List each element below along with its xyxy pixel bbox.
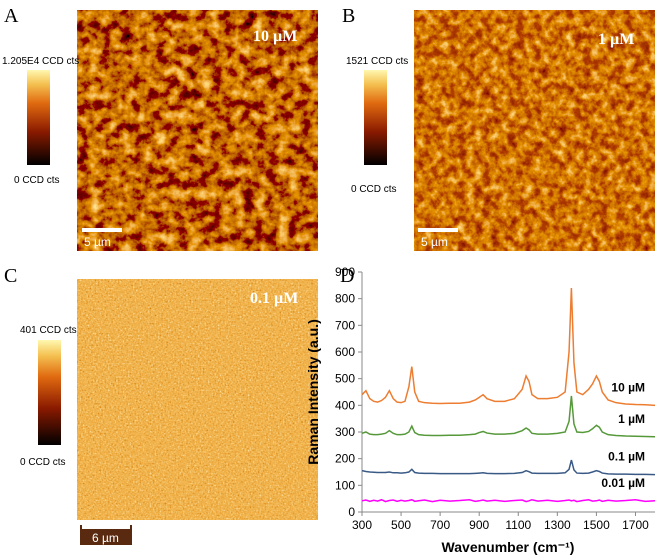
panel-b: B 1521 CCD cts 0 CCD cts 1 µM 5 µm [342, 5, 655, 251]
y-tick-label: 400 [335, 398, 355, 412]
panel-letter: A [4, 5, 19, 27]
concentration-label: 10 µM [253, 28, 297, 45]
colorbar-min: 0 CCD cts [14, 175, 60, 186]
x-tick-label: 500 [391, 518, 411, 532]
raman-map [77, 279, 318, 520]
colorbar-max: 1.205E4 CCD cts [2, 56, 79, 67]
panel-letter: C [4, 265, 17, 287]
series-line [361, 498, 656, 503]
y-axis-title: Raman Intensity (a.u.) [305, 319, 321, 464]
scale-bar [418, 228, 458, 232]
x-tick-label: 300 [352, 518, 372, 532]
scale-bar [82, 228, 122, 232]
series-line [361, 459, 656, 476]
x-tick-label: 700 [430, 518, 450, 532]
raman-map [414, 10, 655, 251]
scale-bar-box [80, 525, 132, 545]
panel-a: A 1.205E4 CCD cts 0 CCD cts 10 µM 5 µm [2, 5, 318, 251]
scale-bar-label: 5 µm [84, 235, 111, 249]
y-tick-label: 500 [335, 372, 355, 386]
concentration-label: 0.1 µM [250, 290, 298, 307]
raman-map [77, 10, 318, 251]
scale-bar [82, 525, 130, 529]
series-label: 10 µM [611, 380, 645, 394]
series-line [361, 395, 656, 438]
x-tick-label: 1300 [544, 518, 571, 532]
y-tick-label: 0 [348, 505, 355, 519]
colorbar [364, 70, 387, 165]
y-tick-label: 800 [335, 292, 355, 306]
colorbar [27, 70, 50, 165]
colorbar-max: 401 CCD cts [20, 325, 77, 336]
concentration-label: 1 µM [598, 31, 634, 48]
x-tick-label: 900 [469, 518, 489, 532]
colorbar-min: 0 CCD cts [351, 184, 397, 195]
scale-bar-label: 5 µm [421, 235, 448, 249]
series-label: 0.01 µM [601, 476, 645, 490]
colorbar [38, 340, 61, 445]
y-tick-label: 700 [335, 318, 355, 332]
panel-d: D Wavenumber (cm⁻¹) Raman Intensity (a.u… [305, 265, 656, 555]
y-tick-label: 300 [335, 425, 355, 439]
x-tick-label: 1100 [505, 518, 531, 532]
panel-c: C 401 CCD cts 0 CCD cts 0.1 µM 6 µm [4, 265, 318, 545]
y-tick-label: 100 [335, 478, 355, 492]
panel-letter: D [340, 265, 354, 287]
y-tick-label: 200 [335, 452, 355, 466]
x-tick-label: 1700 [622, 518, 649, 532]
colorbar-max: 1521 CCD cts [346, 56, 408, 67]
y-tick-label: 600 [335, 345, 355, 359]
series-label: 1 µM [618, 412, 645, 426]
panel-letter: B [342, 5, 355, 27]
series-line [361, 287, 656, 407]
x-tick-label: 1500 [583, 518, 610, 532]
series-label: 0.1 µM [608, 450, 645, 464]
y-tick-label: 900 [335, 265, 355, 279]
scale-bar-label: 6 µm [92, 531, 119, 545]
x-axis-title: Wavenumber (cm⁻¹) [442, 539, 575, 555]
colorbar-min: 0 CCD cts [20, 457, 66, 468]
